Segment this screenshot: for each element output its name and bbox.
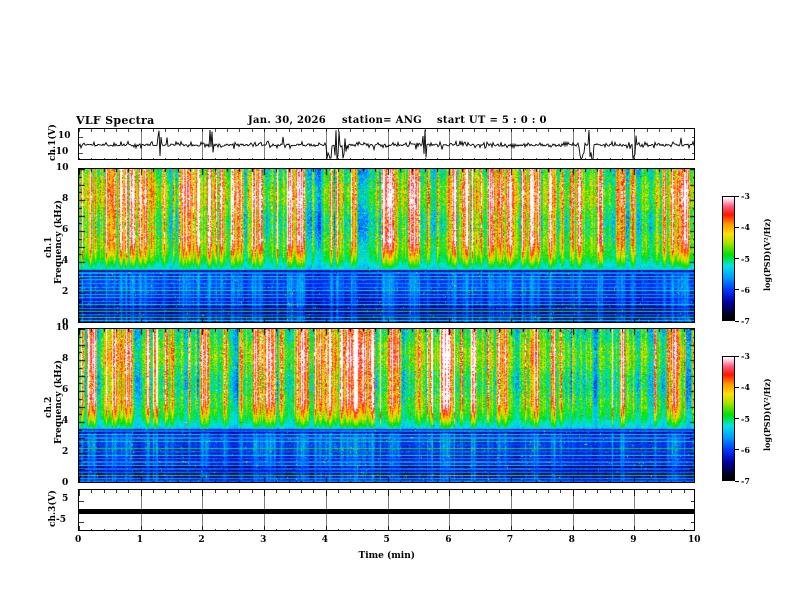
ch2-colorbar-ticklabel-0: -3 (741, 351, 750, 361)
ch1-spec-ytick-6: 6 (62, 225, 69, 235)
ch1-spec-ytick-2: 2 (62, 287, 69, 297)
ch1-spec-ytick-10: 10 (56, 163, 69, 173)
ch1-wave-axis-label: ch.1(V) (48, 124, 58, 161)
xtick-3: 3 (260, 535, 267, 545)
panel-ch1-spectrogram (78, 168, 695, 323)
xtick-4: 4 (321, 535, 329, 545)
ch2-colorbar (722, 356, 735, 481)
ch1-spec-ytick-4: 4 (62, 256, 69, 266)
ch2-spectrogram-image (79, 329, 694, 482)
ch2-spec-axis-label-frequency: Frequency (kHz) (54, 359, 64, 444)
ch2-spec-ytick-4: 4 (62, 416, 69, 426)
page-title: VLF Spectra (76, 114, 155, 127)
ch1-spectrogram-image (79, 169, 694, 322)
ch3-wave-axis-label: ch.3(V) (48, 490, 58, 527)
ch1-spec-ytick-0: 0 (62, 318, 69, 328)
ch1-wave-ytick-neg10: -10 (52, 147, 69, 157)
ch2-colorbar-ticklabel-3: -6 (741, 444, 750, 455)
ch1-colorbar-ticklabel-3: -6 (741, 284, 750, 295)
ch1-spec-axis-label-frequency: Frequency (kHz) (54, 199, 64, 284)
ch2-colorbar-gradient (723, 357, 734, 480)
ch1-colorbar-gradient (723, 197, 734, 320)
ch2-colorbar-tick (735, 449, 739, 451)
ch2-colorbar-ticklabel-1: -4 (741, 382, 750, 393)
ch1-colorbar-ticklabel-4: -7 (741, 316, 750, 326)
x-axis-label: Time (min) (358, 551, 416, 561)
ch1-colorbar (722, 196, 735, 321)
header-date: Jan. 30, 2026 (248, 115, 327, 126)
xtick-9: 9 (630, 535, 637, 545)
ch3-wave-ytick-5: 5 (62, 494, 69, 504)
ch1-colorbar-label: log(PSD)(V²/Hz) (762, 217, 772, 291)
xtick-2: 2 (198, 535, 205, 545)
ch2-colorbar-tick (735, 480, 739, 482)
ch2-colorbar-label: log(PSD)(V²/Hz) (762, 377, 772, 451)
ch1-colorbar-ticklabel-2: -5 (741, 253, 750, 264)
ch1-colorbar-tick (735, 258, 739, 259)
ch1-waveform-plot (79, 129, 694, 159)
xtick-8: 8 (568, 535, 575, 545)
ch1-colorbar-tick (735, 289, 739, 291)
ch1-colorbar-tick (735, 226, 739, 228)
ch2-colorbar-tick (735, 355, 739, 357)
xtick-6: 6 (445, 535, 452, 545)
xtick-10: 10 (688, 535, 701, 545)
ch2-colorbar-tick (735, 418, 739, 419)
header-station: station= ANG (342, 115, 422, 126)
ch2-spec-ytick-10: 10 (56, 323, 69, 333)
ch2-spec-ytick-6: 6 (62, 385, 69, 395)
ch3-wave-ytick-neg5: -5 (56, 515, 66, 525)
ch2-spec-axis-label-channel: ch.2 (44, 396, 54, 418)
ch1-wave-ytick-10: 10 (58, 131, 71, 141)
ch2-colorbar-tick (735, 386, 739, 388)
ch2-spec-ytick-0: 0 (62, 478, 69, 488)
ch3-waveform-plot (79, 490, 694, 530)
ch2-spec-ytick-8: 8 (62, 354, 69, 364)
ch2-spec-ytick-2: 2 (62, 447, 69, 457)
xtick-1: 1 (136, 535, 143, 545)
panel-ch3-waveform (78, 489, 695, 531)
ch2-colorbar-ticklabel-4: -7 (741, 476, 750, 486)
xtick-0: 0 (75, 535, 82, 545)
ch1-colorbar-ticklabel-0: -3 (741, 191, 750, 201)
ch2-colorbar-ticklabel-2: -5 (741, 413, 750, 424)
ch1-colorbar-ticklabel-1: -4 (741, 222, 750, 233)
ch1-spec-ytick-8: 8 (62, 194, 69, 204)
xtick-5: 5 (383, 535, 390, 545)
ch1-colorbar-tick (735, 195, 739, 197)
xtick-7: 7 (506, 535, 514, 545)
header-start-ut: start UT = 5 : 0 : 0 (437, 115, 547, 126)
panel-ch1-waveform (78, 128, 695, 160)
ch1-spec-axis-label-channel: ch.1 (44, 236, 54, 258)
panel-ch2-spectrogram (78, 328, 695, 483)
ch1-colorbar-tick (735, 320, 739, 322)
